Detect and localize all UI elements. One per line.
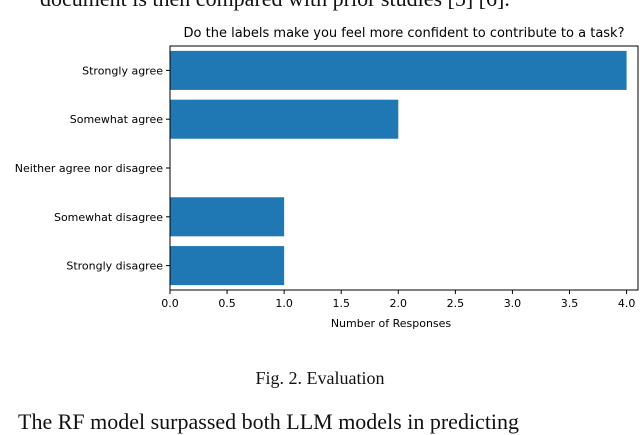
chart-title: Do the labels make you feel more confide… xyxy=(184,26,625,41)
x-tick-label: 0.0 xyxy=(161,297,179,310)
x-tick-label: 1.5 xyxy=(332,297,350,310)
axes-frame xyxy=(169,45,639,291)
x-axis-label: Number of Responses xyxy=(331,317,452,330)
bar-strongly-disagree xyxy=(170,246,285,286)
bars-group xyxy=(170,50,627,286)
bar-strongly-agree xyxy=(170,50,627,90)
x-axis-ticks: 0.0 0.5 1.0 1.5 2.0 2.5 3.0 3.5 4.0 xyxy=(161,290,635,310)
page-text-fragment-top: document is then compared with prior stu… xyxy=(40,0,510,12)
bar-somewhat-agree xyxy=(170,99,399,139)
bar-somewhat-disagree xyxy=(170,197,285,237)
x-tick-label: 3.0 xyxy=(504,297,522,310)
x-tick-label: 2.5 xyxy=(447,297,465,310)
x-tick-label: 1.0 xyxy=(275,297,293,310)
y-tick-label: Strongly agree xyxy=(82,64,163,77)
y-axis-ticks: Strongly agree Somewhat agree Neither agre… xyxy=(15,64,170,273)
x-tick-label: 4.0 xyxy=(618,297,636,310)
x-tick-label: 2.0 xyxy=(390,297,408,310)
x-tick-label: 0.5 xyxy=(218,297,236,310)
bar-chart: Do the labels make you feel more confide… xyxy=(15,26,639,330)
y-tick-label: Somewhat disagree xyxy=(54,211,163,224)
figure-caption: Fig. 2. Evaluation xyxy=(255,368,385,388)
y-tick-label: Neither agree nor disagree xyxy=(15,162,163,175)
x-tick-label: 3.5 xyxy=(561,297,579,310)
y-tick-label: Somewhat agree xyxy=(70,113,163,126)
page-text-fragment-bottom: The RF model surpassed both LLM models i… xyxy=(18,409,520,434)
y-tick-label: Strongly disagree xyxy=(66,260,163,273)
